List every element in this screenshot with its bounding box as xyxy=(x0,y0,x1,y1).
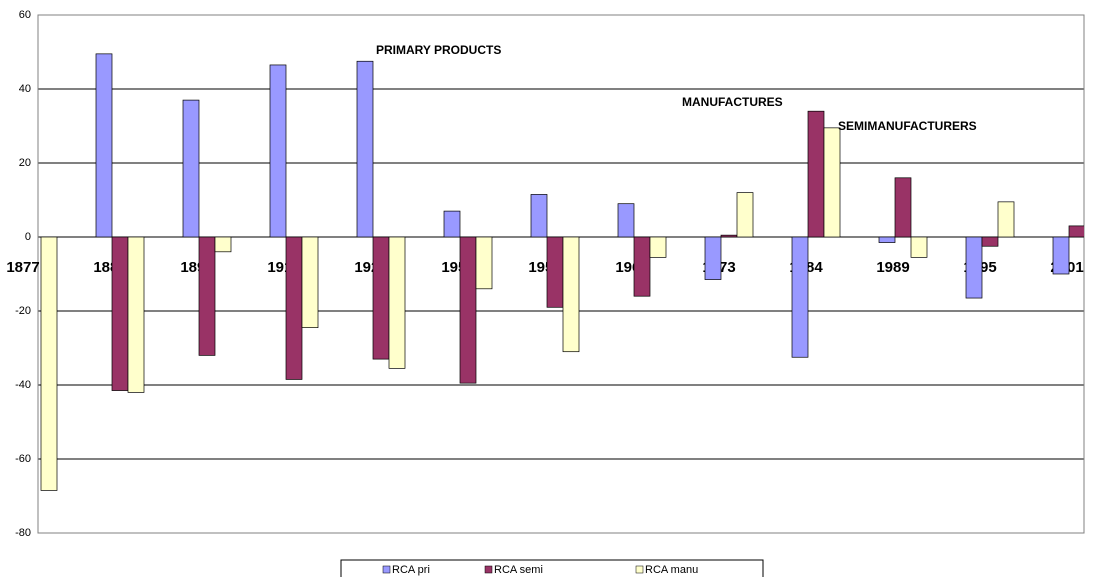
bar xyxy=(720,234,738,238)
bar xyxy=(910,236,928,258)
y-tick-label: -20 xyxy=(15,305,31,317)
legend-swatch xyxy=(635,565,644,574)
bar xyxy=(459,236,477,384)
annotation: MANUFACTURES xyxy=(682,95,783,109)
bar xyxy=(791,236,809,358)
bar xyxy=(269,64,287,238)
annotation: SEMIMANUFACTURERS xyxy=(838,119,977,133)
bar xyxy=(40,236,58,491)
y-tick-label: -80 xyxy=(15,527,31,539)
bar xyxy=(301,236,319,329)
bar xyxy=(372,236,390,360)
y-tick-label: 20 xyxy=(19,157,31,169)
legend-label: RCA semi xyxy=(494,564,543,576)
bar xyxy=(807,110,825,238)
bar xyxy=(1068,225,1084,238)
annotation: PRIMARY PRODUCTS xyxy=(376,43,501,57)
bar xyxy=(285,236,303,380)
legend-box xyxy=(340,559,764,577)
legend-swatch xyxy=(484,565,493,574)
legend-label: RCA manu xyxy=(645,564,698,576)
bar xyxy=(617,203,635,238)
y-tick-label: 40 xyxy=(19,83,31,95)
bar xyxy=(475,236,493,290)
bar xyxy=(823,127,841,238)
legend-swatch xyxy=(382,565,391,574)
bar xyxy=(981,236,999,247)
bar xyxy=(95,53,113,238)
bar xyxy=(388,236,406,369)
bar xyxy=(1052,236,1070,275)
bar xyxy=(443,210,461,238)
bar xyxy=(894,177,912,238)
legend-label: RCA pri xyxy=(392,564,430,576)
plot-border xyxy=(37,14,1085,534)
bar xyxy=(736,192,754,238)
bar xyxy=(649,236,667,258)
y-tick-label: 0 xyxy=(25,231,31,243)
bar xyxy=(878,236,896,243)
y-tick-label: -40 xyxy=(15,379,31,391)
bar xyxy=(633,236,651,297)
bar xyxy=(182,99,200,238)
bar xyxy=(704,236,722,280)
y-tick-label: -60 xyxy=(15,453,31,465)
bar xyxy=(562,236,580,353)
bar xyxy=(198,236,216,356)
x-tick-label: 1877 xyxy=(6,259,39,276)
bar xyxy=(965,236,983,299)
x-tick-label: 1989 xyxy=(876,259,909,276)
bar xyxy=(111,236,129,391)
bar xyxy=(997,201,1015,238)
bar xyxy=(214,236,232,253)
bar xyxy=(530,194,548,238)
bar xyxy=(546,236,564,308)
bar xyxy=(356,60,374,238)
bar xyxy=(127,236,145,393)
y-tick-label: 60 xyxy=(19,9,31,21)
